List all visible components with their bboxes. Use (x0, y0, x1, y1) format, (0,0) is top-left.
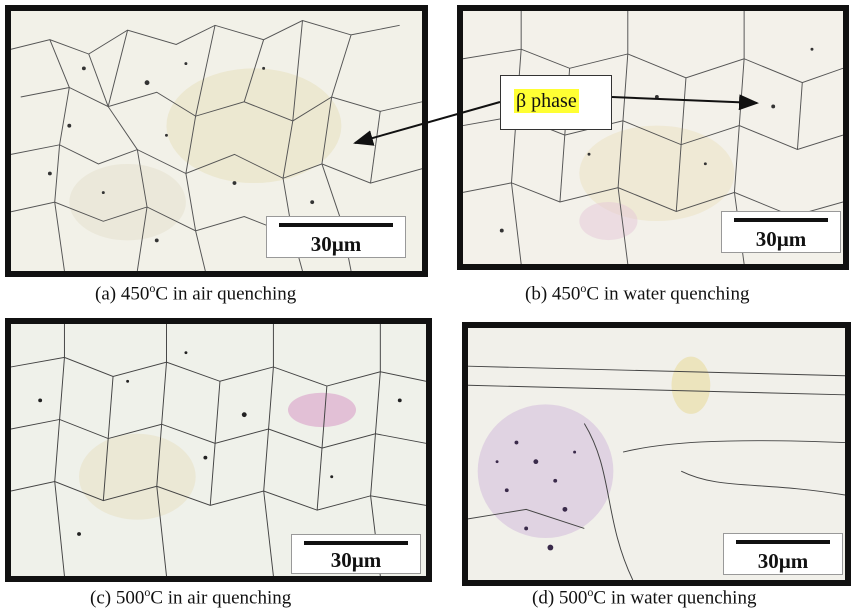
caption-text: C in air quenching (155, 283, 296, 304)
beta-phase-label: β phase (514, 89, 579, 113)
micrograph-b: 30µm (457, 5, 849, 270)
micrograph-a: 30µm (5, 5, 428, 277)
caption-text: (d) 500 (532, 587, 587, 608)
scale-bar-b: 30µm (721, 211, 841, 253)
scale-bar-label: 30µm (724, 549, 842, 573)
caption-d: (d) 500oC in water quenching (532, 585, 756, 609)
scale-bar-label: 30µm (722, 227, 840, 251)
scale-bar-label: 30µm (292, 548, 420, 572)
scale-bar-line (279, 223, 393, 227)
scale-bar-label: 30µm (267, 232, 405, 256)
micrograph-d: 30µm (462, 322, 851, 586)
scale-bar-line (734, 218, 828, 222)
scale-bar-line (736, 540, 830, 544)
caption-text: C in water quenching (586, 283, 749, 304)
micrograph-c: 30µm (5, 318, 432, 582)
caption-text: (c) 500 (90, 587, 144, 608)
caption-text: (b) 450 (525, 283, 580, 304)
caption-a: (a) 450oC in air quenching (95, 281, 296, 305)
scale-bar-d: 30µm (723, 533, 843, 575)
caption-b: (b) 450oC in water quenching (525, 281, 749, 305)
scale-bar-c: 30µm (291, 534, 421, 574)
caption-text: (a) 450 (95, 283, 149, 304)
caption-text: C in air quenching (150, 587, 291, 608)
caption-text: C in water quenching (593, 587, 756, 608)
caption-c: (c) 500oC in air quenching (90, 585, 291, 609)
scale-bar-a: 30µm (266, 216, 406, 258)
beta-phase-callout: β phase (500, 75, 612, 130)
scale-bar-line (304, 541, 408, 545)
